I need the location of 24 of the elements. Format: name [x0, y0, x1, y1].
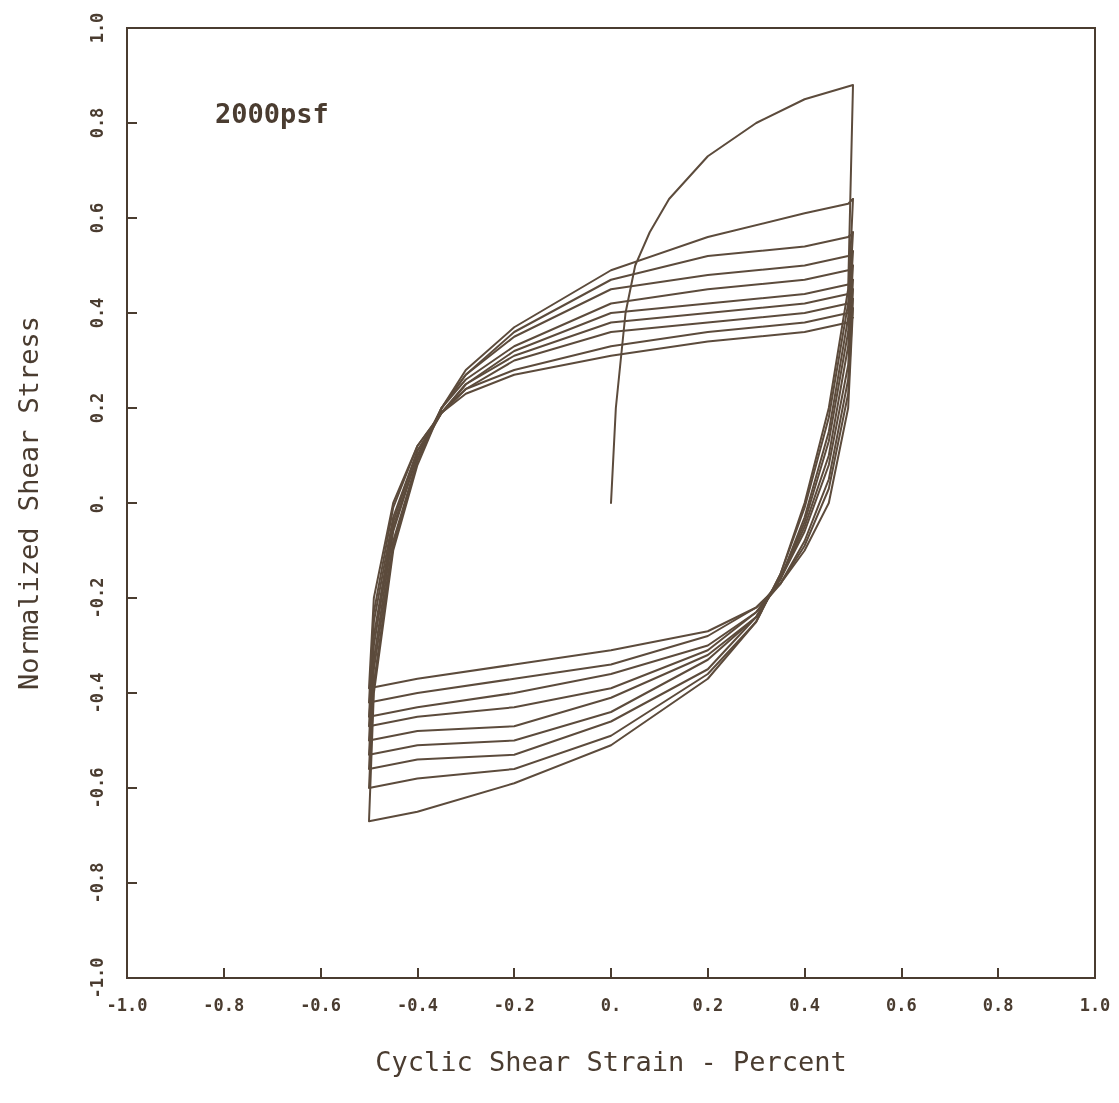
- x-tick-label: 0.6: [886, 994, 917, 1015]
- y-axis-title: Normalized Shear Stress: [13, 316, 44, 690]
- x-tick-label: 0.: [600, 994, 622, 1015]
- y-tick-label: 0.8: [86, 107, 107, 139]
- x-tick-label: 0.2: [692, 994, 724, 1015]
- annotation: 2000psf: [215, 98, 329, 129]
- y-tick-label: 0.: [86, 492, 107, 514]
- x-axis-title: Cyclic Shear Strain - Percent: [375, 1046, 847, 1077]
- y-tick-label: -0.2: [86, 577, 107, 619]
- x-tick-label: -0.8: [203, 994, 245, 1015]
- y-tick-label: 0.2: [86, 392, 107, 424]
- y-tick-label: -0.6: [86, 767, 107, 809]
- x-tick-label: 0.8: [982, 994, 1014, 1015]
- y-tick-label: 0.4: [86, 297, 107, 329]
- x-tick-label: -0.6: [300, 994, 342, 1015]
- x-tick-label: -0.4: [396, 994, 438, 1015]
- y-tick-label: -0.4: [86, 672, 107, 714]
- y-tick-label: -0.8: [86, 862, 107, 904]
- y-tick-label: 0.6: [86, 202, 107, 234]
- y-tick-label: 1.0: [86, 12, 107, 44]
- x-tick-label: -0.2: [493, 994, 535, 1015]
- x-tick-label: 1.0: [1079, 994, 1111, 1015]
- x-tick-label: -1.0: [106, 994, 148, 1015]
- x-tick-label: 0.4: [789, 994, 820, 1015]
